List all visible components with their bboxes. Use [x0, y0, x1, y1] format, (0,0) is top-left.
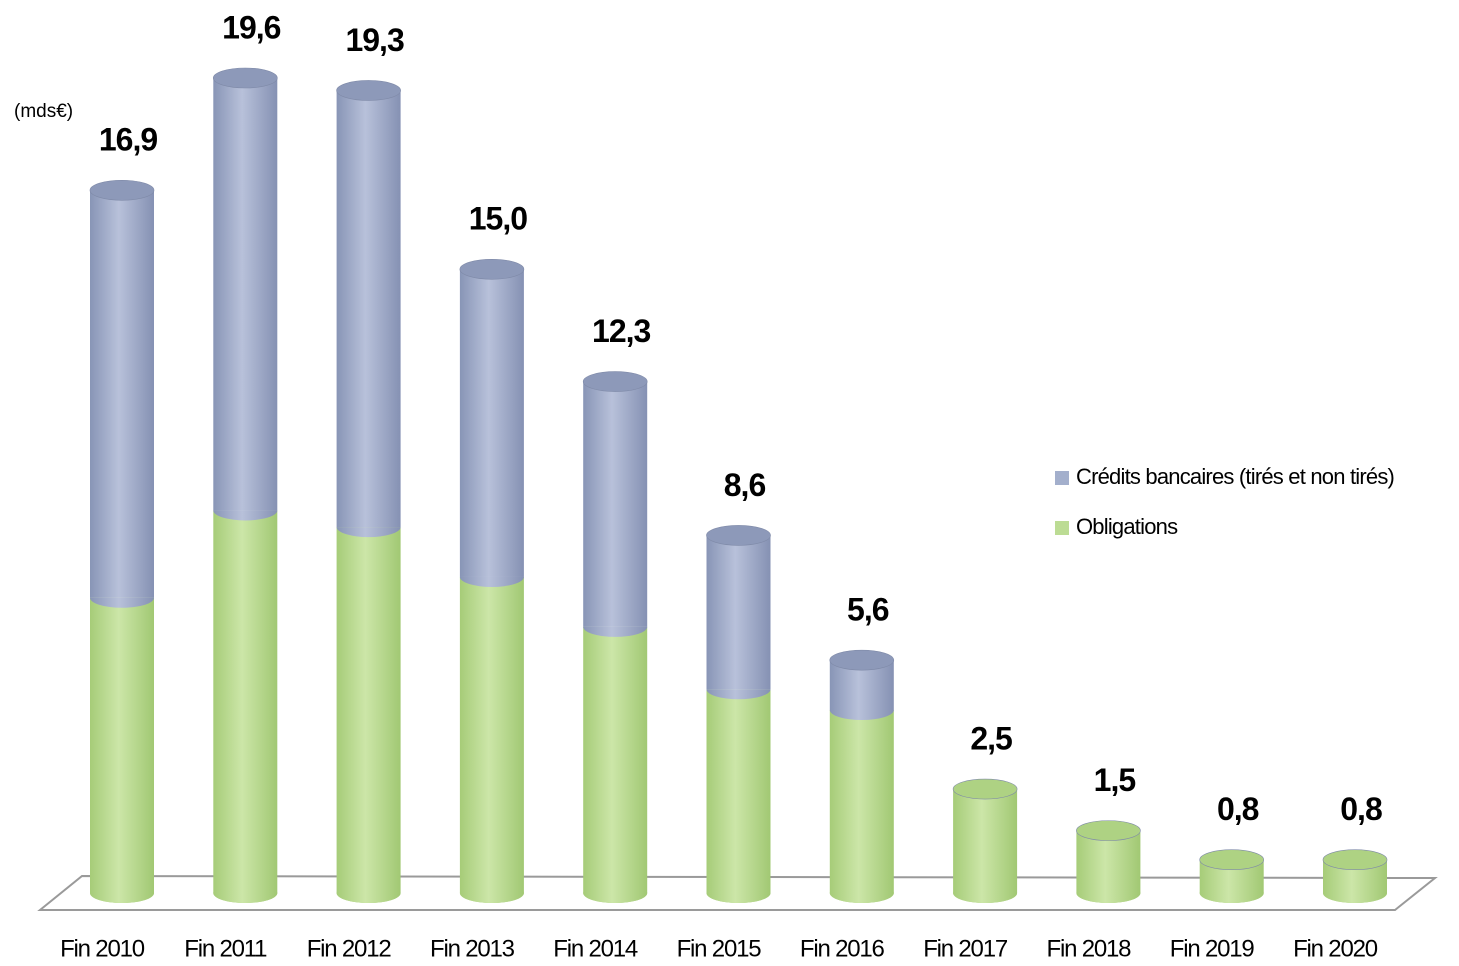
x-tick-label: Fin 2012	[307, 935, 392, 962]
segment-bottom	[583, 893, 648, 903]
segment-bottom	[459, 576, 524, 587]
bar-segment	[706, 535, 771, 690]
x-tick-label: Fin 2011	[184, 935, 267, 962]
cylinder-top	[213, 67, 278, 89]
legend-label: Crédits bancaires (tirés et non tirés)	[1076, 464, 1394, 489]
total-label: 1,5	[1094, 762, 1136, 798]
legend-swatch	[1055, 471, 1069, 485]
x-tick-label: Fin 2010	[60, 935, 145, 962]
bar-segment	[459, 576, 524, 893]
segment-bottom	[953, 893, 1018, 903]
segment-bottom	[1076, 893, 1141, 903]
total-label: 0,8	[1340, 791, 1382, 827]
x-tick-label: Fin 2015	[677, 935, 762, 962]
segment-bottom	[459, 893, 524, 903]
cylinder-top	[336, 80, 401, 101]
bar-segment	[583, 626, 648, 893]
cylinder-top	[459, 258, 525, 280]
segment-bottom	[829, 893, 894, 903]
bar-segment	[459, 269, 524, 577]
x-tick-label: Fin 2020	[1293, 935, 1378, 962]
unit-label: (mds€)	[14, 101, 73, 122]
total-label: 12,3	[592, 313, 650, 349]
x-tick-label: Fin 2013	[430, 935, 515, 962]
segment-bottom	[90, 893, 154, 903]
bar-segment	[213, 78, 278, 511]
cylinder-top	[1199, 849, 1264, 871]
bar-segment	[213, 510, 278, 893]
x-tick-label: Fin 2014	[553, 935, 638, 962]
cylinder-top	[829, 649, 895, 671]
bar-segment	[90, 597, 154, 893]
bar-segment	[583, 381, 648, 627]
segment-bottom	[336, 527, 401, 538]
total-label: 19,6	[222, 9, 280, 45]
bar-segment	[1076, 830, 1141, 893]
cylinder-top	[706, 525, 771, 546]
cylinder-top	[1076, 820, 1141, 841]
segment-bottom	[213, 893, 278, 903]
cylinder-top	[582, 371, 648, 392]
total-label: 15,0	[469, 201, 527, 237]
cylinder-top	[1322, 849, 1388, 871]
segment-bottom	[1199, 893, 1264, 903]
segment-bottom	[90, 597, 154, 608]
segment-bottom	[706, 893, 771, 903]
x-tick-label: Fin 2016	[800, 935, 885, 962]
segment-bottom	[1323, 893, 1387, 903]
bar-segment	[829, 710, 894, 893]
segment-bottom	[336, 893, 401, 903]
total-label: 0,8	[1217, 791, 1259, 827]
bar-segment	[90, 190, 154, 598]
x-tick-label: Fin 2019	[1170, 935, 1255, 962]
total-label: 19,3	[345, 22, 403, 58]
total-label: 5,6	[847, 592, 889, 628]
bar-segment	[706, 689, 771, 893]
segment-bottom	[583, 626, 648, 637]
cylinder-top	[89, 179, 155, 201]
segment-bottom	[706, 689, 771, 700]
legend-swatch	[1055, 521, 1069, 535]
segment-bottom	[213, 510, 278, 521]
x-tick-label: Fin 2018	[1046, 935, 1131, 962]
bar-segment	[336, 527, 401, 893]
segment-bottom	[829, 710, 894, 721]
cylinder-top	[952, 778, 1018, 800]
total-label: 2,5	[970, 720, 1012, 756]
total-label: 8,6	[724, 467, 766, 503]
legend-label: Obligations	[1076, 514, 1178, 539]
x-tick-label: Fin 2017	[923, 935, 1008, 962]
total-label: 16,9	[99, 122, 157, 158]
bar-segment	[336, 90, 401, 528]
bar-segment	[953, 789, 1018, 893]
